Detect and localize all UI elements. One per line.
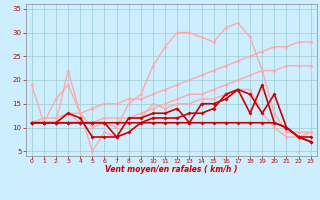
X-axis label: Vent moyen/en rafales ( km/h ): Vent moyen/en rafales ( km/h ) (105, 165, 237, 174)
